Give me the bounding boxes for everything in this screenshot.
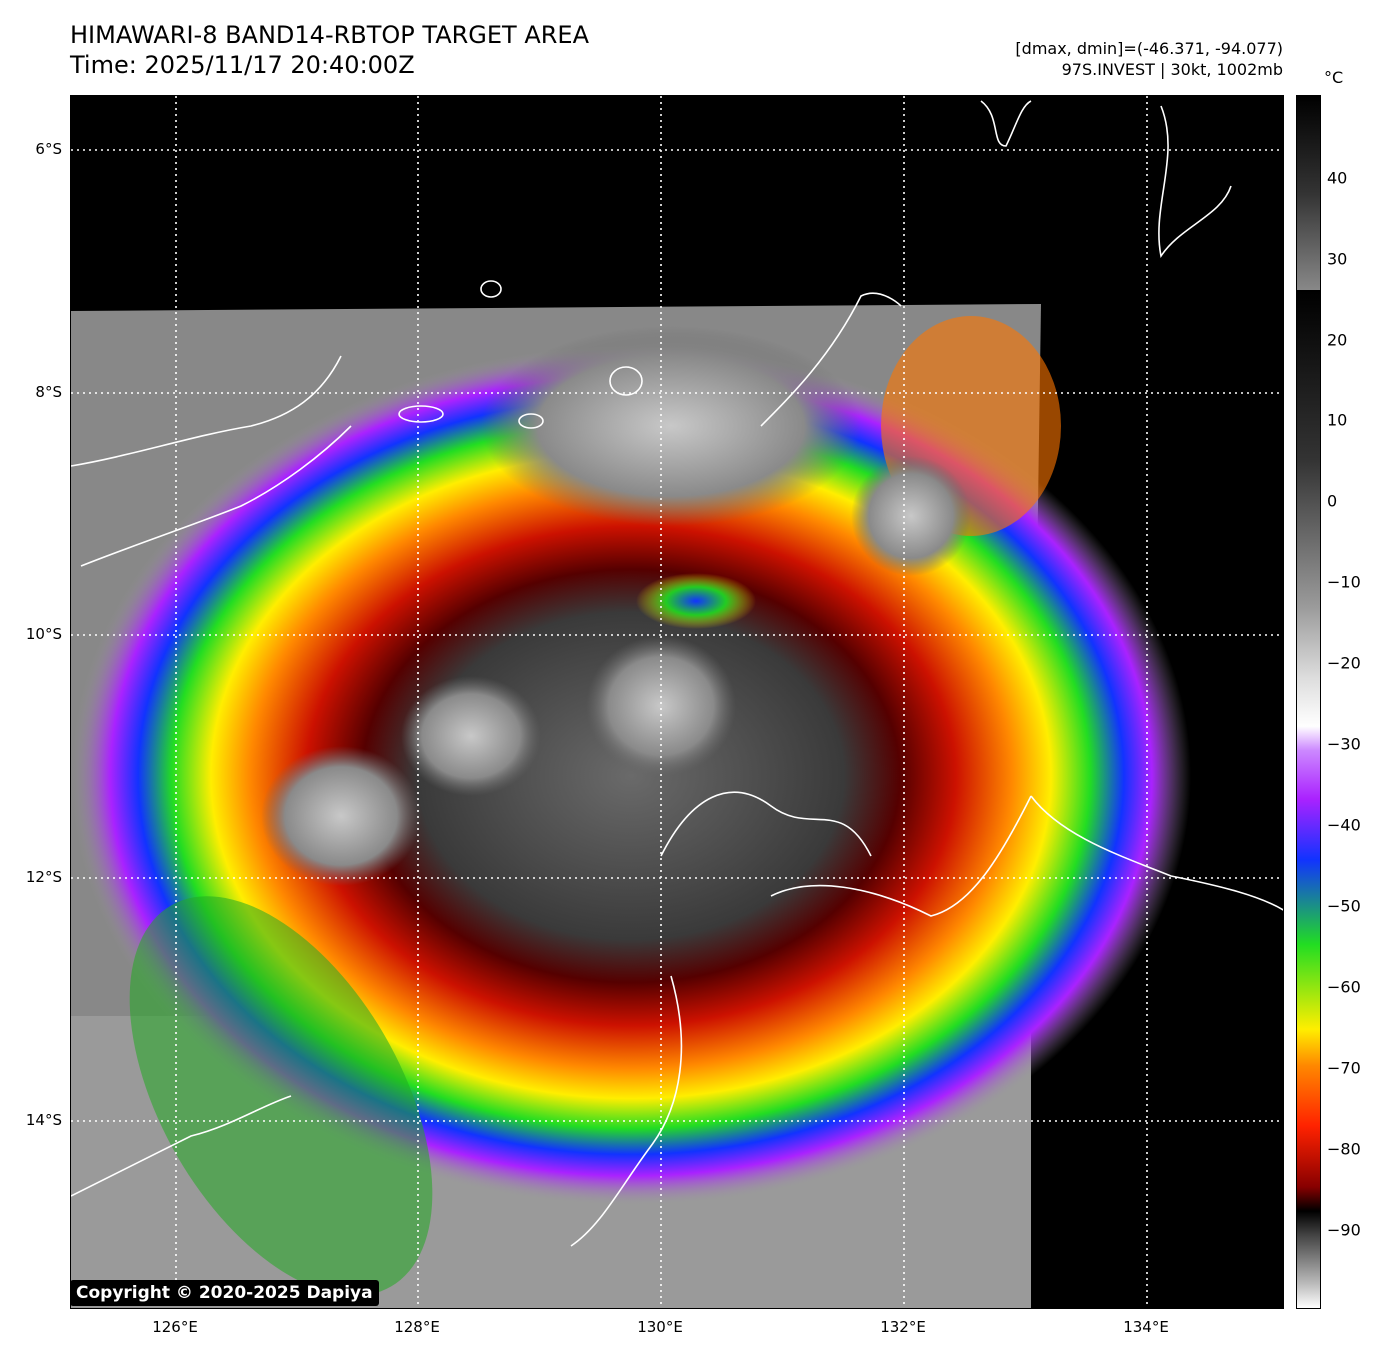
lat-label-12s: 12°S [25,868,62,886]
colorbar-tick: −40 [1327,815,1361,835]
satellite-map [70,95,1284,1309]
lon-label-126e: 126°E [152,1318,198,1336]
gridlines [71,96,1283,1308]
cold-core-spot [636,573,756,629]
colorbar-tick: −20 [1327,653,1361,673]
copyright-badge: Copyright © 2020-2025 Dapiya [70,1280,379,1306]
colorbar-tick: −50 [1327,896,1361,916]
cloud-cell [586,636,736,776]
colorbar-tick: 10 [1327,410,1348,430]
cloud-cell [401,676,541,796]
data-range-text: [dmax, dmin]=(-46.371, -94.077) [1015,39,1283,58]
colorbar-tick: 0 [1327,491,1338,511]
coastline [770,795,1032,917]
map-title: HIMAWARI-8 BAND14-RBTOP TARGET AREA Time… [70,20,589,80]
western-cold-band [129,896,433,1296]
coastline [660,791,872,857]
island-coast [480,280,502,298]
coastlines [71,100,1283,1247]
colorbar-tick: 30 [1327,249,1348,269]
storm-info: [dmax, dmin]=(-46.371, -94.077) 97S.INVE… [1015,38,1283,80]
island-coast [518,413,544,429]
lat-label-8s: 8°S [35,383,62,401]
colorbar-tick: −70 [1327,1058,1361,1078]
satellite-imagery [71,96,1283,1308]
title-line-1: HIMAWARI-8 BAND14-RBTOP TARGET AREA [70,21,590,49]
lon-label-132e: 132°E [880,1318,926,1336]
coastline [1030,795,1283,911]
storm-summary-text: 97S.INVEST | 30kt, 1002mb [1061,60,1283,79]
lat-label-10s: 10°S [25,625,62,643]
colorbar-tick: 40 [1327,168,1348,188]
colorbar-tick: −60 [1327,977,1361,997]
colorbar-tick: −30 [1327,734,1361,754]
coastline [980,100,1032,147]
coastline [71,1095,292,1197]
colorbar-unit: °C [1324,68,1344,87]
cloud-cell [851,456,971,576]
colorbar-tick: −10 [1327,572,1361,592]
coastline [570,975,683,1247]
colorbar-tick: 20 [1327,330,1348,350]
cloud-cell [481,326,861,526]
lon-label-130e: 130°E [637,1318,683,1336]
coastline [1158,105,1232,259]
lat-label-6s: 6°S [35,140,62,158]
title-line-2: Time: 2025/11/17 20:40:00Z [70,51,415,79]
coastline [760,292,902,427]
cloud-cell [261,746,421,886]
colorbar-tick: −90 [1327,1220,1361,1240]
coastline [71,355,342,467]
colorbar [1296,95,1321,1309]
lon-label-134e: 134°E [1123,1318,1169,1336]
colorbar-tick: −80 [1327,1139,1361,1159]
lat-label-14s: 14°S [25,1111,62,1129]
island-coast [398,405,444,423]
coastline [80,425,352,567]
lon-label-128e: 128°E [394,1318,440,1336]
island-coast [609,366,643,396]
